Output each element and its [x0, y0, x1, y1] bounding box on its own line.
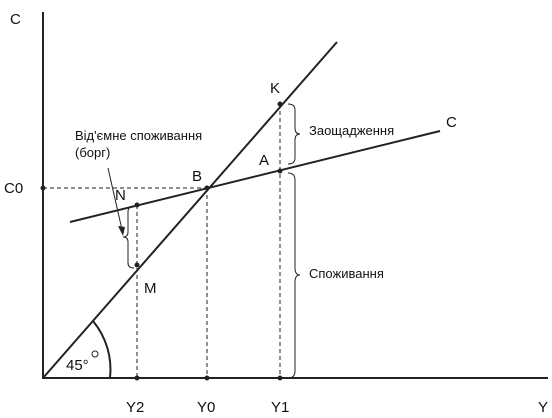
point-y1: [277, 375, 283, 381]
consumption-line-label: C: [446, 114, 457, 131]
point-b-label: B: [192, 168, 202, 185]
point-y0: [204, 375, 210, 381]
savings-annotation: Заощадження: [309, 123, 394, 138]
c0-label: C0: [4, 180, 23, 197]
point-m: [134, 262, 140, 268]
point-y2: [134, 375, 140, 381]
angle-arc: [92, 320, 112, 379]
angle-label: 45°: [66, 357, 89, 374]
debt-arrow: [107, 167, 124, 235]
x-axis-label: Y: [538, 399, 548, 416]
point-b: [204, 185, 210, 191]
consumption-brace: [287, 172, 301, 379]
45-degree-line: [42, 41, 338, 379]
point-m-label: M: [144, 280, 157, 297]
point-c0: [40, 185, 46, 191]
consumption-annotation: Споживання: [309, 266, 384, 281]
debt-annotation: Від'ємне споживання: [75, 128, 202, 143]
y1-label: Y1: [271, 399, 289, 416]
point-k: [277, 101, 283, 107]
debt-brace: [122, 205, 135, 269]
y0-label: Y0: [197, 399, 215, 416]
point-a-label: A: [259, 152, 269, 169]
degree-sign: [91, 350, 99, 358]
arrow-head: [118, 226, 125, 236]
point-n: [134, 202, 140, 208]
y2-label: Y2: [126, 399, 144, 416]
point-k-label: K: [270, 80, 280, 97]
point-a: [277, 168, 283, 174]
point-n-label: N: [115, 187, 126, 204]
consumption-line: [69, 130, 441, 223]
y-axis-label: C: [10, 11, 21, 28]
savings-brace: [287, 103, 301, 165]
debt-annotation: (борг): [75, 145, 110, 160]
